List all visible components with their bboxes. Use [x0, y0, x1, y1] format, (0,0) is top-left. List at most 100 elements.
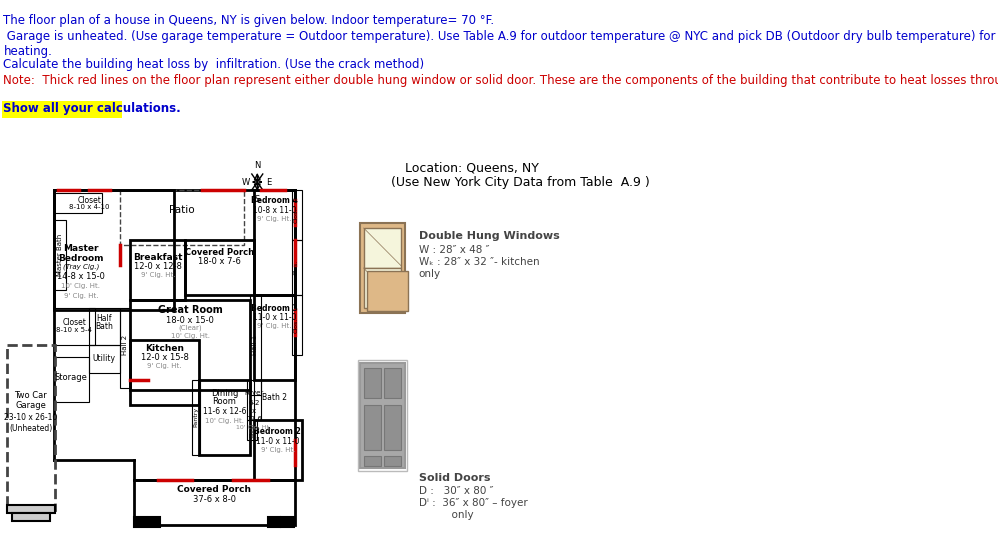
Text: Pantry: Pantry	[194, 407, 199, 427]
Bar	[89, 345, 120, 373]
Bar	[148, 517, 160, 527]
Bar	[384, 405, 401, 450]
Text: Solid Doors: Solid Doors	[418, 473, 490, 483]
Bar	[253, 380, 295, 420]
Text: 12-0 x 15-8: 12-0 x 15-8	[141, 353, 189, 362]
Bar	[54, 357, 89, 402]
Text: 10' Clg. Ht.: 10' Clg. Ht.	[237, 425, 271, 431]
Bar	[253, 420, 301, 480]
Bar	[120, 190, 244, 245]
Bar	[199, 380, 250, 455]
Text: Bedroom: Bedroom	[58, 254, 104, 263]
FancyBboxPatch shape	[2, 101, 122, 118]
Text: 10' Clg. Ht.: 10' Clg. Ht.	[205, 418, 244, 424]
Bar	[291, 240, 301, 295]
Bar	[363, 368, 381, 398]
Text: Clos.: Clos.	[293, 208, 298, 223]
Text: Room: Room	[213, 398, 237, 407]
Text: Dⁱ :  36″ x 80″ – foyer: Dⁱ : 36″ x 80″ – foyer	[418, 498, 527, 508]
Text: only: only	[418, 510, 473, 520]
Text: 9' Clg. Ht.: 9' Clg. Ht.	[64, 293, 98, 299]
Bar	[134, 480, 295, 525]
Text: 10-8 x 11-0: 10-8 x 11-0	[252, 205, 296, 215]
Text: Master: Master	[63, 243, 99, 253]
Bar	[131, 340, 199, 405]
Bar	[253, 295, 295, 380]
Text: Patio: Patio	[169, 205, 195, 215]
Bar	[291, 295, 301, 355]
Text: D :   30″ x 80 ″: D : 30″ x 80 ″	[418, 486, 493, 496]
Text: 8-10 x 4-10: 8-10 x 4-10	[69, 204, 110, 210]
Text: 9' Clg. Ht.: 9' Clg. Ht.	[260, 447, 295, 453]
Bar	[358, 360, 407, 471]
Text: Great Room: Great Room	[158, 305, 223, 315]
Bar	[360, 223, 405, 313]
Text: Clos.: Clos.	[250, 422, 254, 438]
Text: W: W	[242, 178, 250, 187]
Text: Bath: Bath	[96, 322, 113, 331]
Text: Location: Queens, NY: Location: Queens, NY	[405, 162, 539, 174]
Bar	[360, 363, 405, 468]
Bar	[186, 240, 253, 295]
Text: N: N	[254, 160, 260, 170]
Text: 37-6 x 8-0: 37-6 x 8-0	[193, 495, 236, 505]
Text: 11-0 x 11-0: 11-0 x 11-0	[252, 312, 296, 322]
Bar	[192, 380, 201, 455]
Text: Covered Porch: Covered Porch	[185, 248, 254, 256]
Text: 23-10 x 26-10: 23-10 x 26-10	[4, 414, 58, 423]
Text: Show all your calculations.: Show all your calculations.	[3, 102, 182, 115]
Text: 18-0 x 7-6: 18-0 x 7-6	[199, 256, 241, 265]
Bar	[253, 190, 295, 295]
Text: Wₖ : 28″ x 32 ″- kitchen: Wₖ : 28″ x 32 ″- kitchen	[418, 257, 539, 267]
Text: E: E	[266, 178, 271, 187]
Bar	[367, 271, 408, 311]
Bar	[384, 368, 401, 398]
Bar	[247, 380, 260, 420]
Bar	[120, 308, 131, 388]
Text: x: x	[251, 408, 255, 414]
Text: 10' Clg. Ht.: 10' Clg. Ht.	[171, 333, 210, 339]
Text: The floor plan of a house in Queens, NY is given below. Indoor temperature= 70 °: The floor plan of a house in Queens, NY …	[3, 14, 495, 27]
Text: Storage: Storage	[55, 372, 88, 381]
Bar	[247, 420, 257, 440]
Text: Breakfast: Breakfast	[133, 253, 183, 262]
Text: 8-10 x 5-4: 8-10 x 5-4	[56, 327, 92, 333]
Text: Calculate the building heat loss by  infiltration. (Use the crack method): Calculate the building heat loss by infi…	[3, 58, 424, 71]
Text: 18-0 x 15-0: 18-0 x 15-0	[166, 316, 214, 325]
Text: (Unheated): (Unheated)	[9, 424, 53, 432]
Text: 9' Clg. Ht.: 9' Clg. Ht.	[141, 272, 175, 278]
Text: 9' Clg. Ht.: 9' Clg. Ht.	[257, 323, 291, 329]
Text: Foyer: Foyer	[245, 390, 263, 396]
Bar	[7, 345, 55, 510]
Bar	[54, 308, 95, 345]
Bar	[131, 300, 250, 390]
Text: Closet: Closet	[62, 317, 86, 326]
Text: Dining: Dining	[211, 388, 239, 398]
Bar	[134, 517, 146, 527]
Bar	[363, 405, 381, 450]
Text: Utility: Utility	[93, 354, 116, 363]
Text: Double Hung Windows: Double Hung Windows	[418, 231, 559, 241]
Text: Bedroom 4: Bedroom 4	[251, 195, 297, 204]
Text: Bedroom 3: Bedroom 3	[251, 303, 297, 312]
Text: Covered Porch: Covered Porch	[177, 485, 251, 494]
Text: 12-6: 12-6	[246, 416, 261, 422]
Text: Kitchen: Kitchen	[145, 343, 185, 353]
Text: Clos.: Clos.	[293, 317, 298, 333]
Bar	[54, 190, 174, 310]
Text: Note:  Thick red lines on the floor plan represent either double hung window or : Note: Thick red lines on the floor plan …	[3, 74, 998, 87]
Bar	[12, 513, 50, 521]
Bar	[250, 295, 260, 395]
Text: Garage is unheated. (Use garage temperature = Outdoor temperature). Use Table A.: Garage is unheated. (Use garage temperat…	[3, 30, 996, 58]
Text: S: S	[254, 195, 259, 203]
Text: 9' Clg. Ht.: 9' Clg. Ht.	[257, 216, 291, 222]
Text: Half: Half	[97, 314, 112, 323]
Text: Clos.: Clos.	[293, 259, 298, 274]
Text: 11-0 x 11-0: 11-0 x 11-0	[256, 437, 299, 446]
Bar	[281, 517, 293, 527]
Text: Hall 1: Hall 1	[252, 335, 258, 355]
Text: 12-0 x 12-8: 12-0 x 12-8	[134, 262, 182, 271]
Text: Closet: Closet	[77, 195, 101, 204]
Text: 9' Clg. Ht.: 9' Clg. Ht.	[148, 363, 182, 369]
Bar	[267, 517, 279, 527]
